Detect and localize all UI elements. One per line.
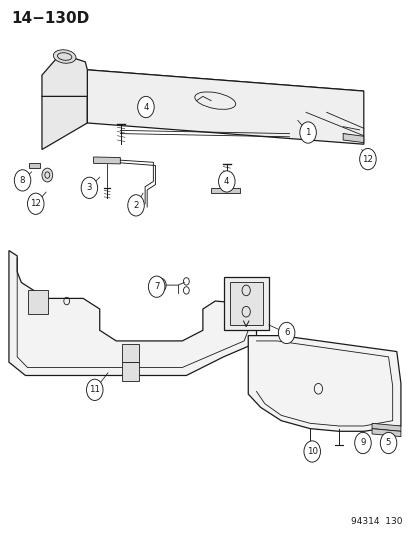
- Circle shape: [27, 193, 44, 214]
- Polygon shape: [27, 290, 48, 314]
- Circle shape: [155, 278, 166, 292]
- Circle shape: [218, 171, 235, 192]
- Text: 2: 2: [133, 201, 138, 210]
- Polygon shape: [87, 70, 363, 144]
- Text: 5: 5: [385, 439, 390, 448]
- Text: 12: 12: [361, 155, 373, 164]
- Polygon shape: [28, 164, 40, 168]
- Text: 1: 1: [305, 128, 310, 137]
- Polygon shape: [223, 277, 268, 330]
- Circle shape: [148, 276, 164, 297]
- Polygon shape: [122, 362, 139, 381]
- Polygon shape: [42, 70, 363, 118]
- Text: 8: 8: [20, 176, 25, 185]
- Text: 9: 9: [359, 439, 365, 448]
- Polygon shape: [248, 336, 400, 431]
- Polygon shape: [371, 423, 400, 431]
- Text: 14−130D: 14−130D: [11, 11, 89, 26]
- Text: 11: 11: [89, 385, 100, 394]
- Circle shape: [128, 195, 144, 216]
- Text: 12: 12: [30, 199, 41, 208]
- Polygon shape: [229, 282, 262, 325]
- Circle shape: [380, 432, 396, 454]
- Polygon shape: [371, 429, 400, 437]
- Circle shape: [303, 441, 320, 462]
- Text: 7: 7: [154, 282, 159, 291]
- Circle shape: [81, 177, 97, 198]
- Circle shape: [278, 322, 294, 344]
- Text: 6: 6: [283, 328, 289, 337]
- Polygon shape: [122, 344, 139, 362]
- Polygon shape: [211, 188, 240, 193]
- Text: 4: 4: [223, 177, 229, 186]
- Text: 3: 3: [86, 183, 92, 192]
- Polygon shape: [42, 54, 87, 96]
- Circle shape: [299, 122, 316, 143]
- Polygon shape: [342, 134, 363, 143]
- Circle shape: [354, 432, 370, 454]
- Circle shape: [138, 96, 154, 118]
- Circle shape: [42, 168, 52, 182]
- Polygon shape: [9, 251, 256, 375]
- Text: 4: 4: [143, 102, 148, 111]
- Polygon shape: [93, 157, 120, 164]
- Text: 94314  130: 94314 130: [351, 517, 402, 526]
- Circle shape: [359, 149, 375, 169]
- Polygon shape: [42, 70, 87, 150]
- Circle shape: [86, 379, 103, 400]
- Text: 10: 10: [306, 447, 317, 456]
- Ellipse shape: [53, 50, 76, 63]
- Circle shape: [14, 169, 31, 191]
